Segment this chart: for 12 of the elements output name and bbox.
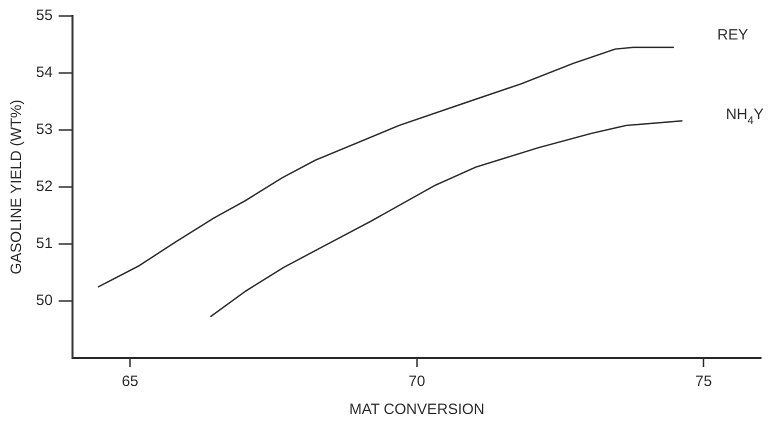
- y-tick-label: 55: [36, 7, 53, 24]
- x-axis-title: MAT CONVERSION: [349, 401, 484, 418]
- y-tick-label: 54: [36, 64, 53, 82]
- y-tick-label: 50: [36, 292, 53, 310]
- y-tick-label: 51: [36, 235, 53, 252]
- x-tick-label: 70: [408, 373, 426, 390]
- y-axis-title: GASOLINE YIELD (WT%): [8, 100, 26, 274]
- x-tick-label: 65: [122, 373, 138, 390]
- x-tick-label: 75: [695, 373, 712, 390]
- y-tick-label: 52: [36, 178, 53, 196]
- text: REY: [717, 26, 748, 44]
- y-tick-label: 53: [36, 121, 53, 138]
